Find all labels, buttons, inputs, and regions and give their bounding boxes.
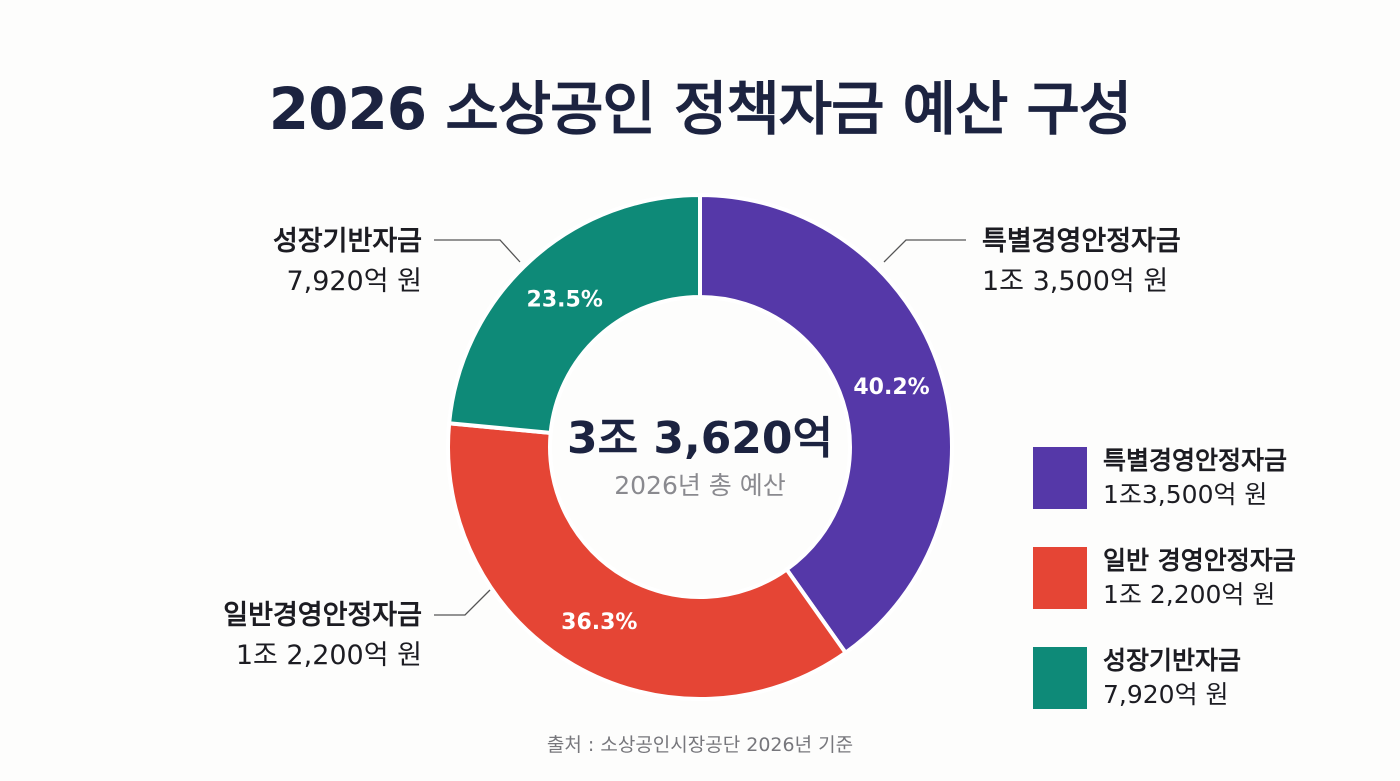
center-label: 2026년 총 예산 xyxy=(614,471,786,500)
chart-title: 2026 소상공인 정책자금 예산 구성 xyxy=(268,75,1133,143)
percent-label: 36.3% xyxy=(561,610,637,635)
callout-value: 1조 3,500억 원 xyxy=(982,266,1169,297)
donut-slice-1 xyxy=(446,421,849,701)
legend: 특별경영안정자금 1조3,500억 원 일반 경영안정자금 1조 2,200억 원 … xyxy=(1033,428,1296,728)
callout-name: 성장기반자금 xyxy=(272,226,422,257)
legend-swatch xyxy=(1033,647,1087,709)
leader-line-growth xyxy=(434,239,521,263)
legend-swatch xyxy=(1033,447,1087,509)
callout-general: 일반경영안정자금 1조 2,200억 원 xyxy=(223,596,422,676)
legend-item-growth: 성장기반자금 7,920억 원 xyxy=(1033,628,1296,728)
legend-name: 성장기반자금 xyxy=(1103,646,1242,675)
callout-growth: 성장기반자금 7,920억 원 xyxy=(273,222,422,302)
callout-name: 특별경영안정자금 xyxy=(982,226,1181,257)
source-note: 출처 : 소상공인시장공단 2026년 기준 xyxy=(546,734,854,756)
legend-name: 일반 경영안정자금 xyxy=(1103,546,1296,575)
percent-label: 23.5% xyxy=(527,287,603,312)
legend-value: 7,920억 원 xyxy=(1103,680,1229,709)
percent-label: 40.2% xyxy=(853,375,929,400)
legend-item-special: 특별경영안정자금 1조3,500억 원 xyxy=(1033,428,1296,528)
legend-swatch xyxy=(1033,547,1087,609)
callout-value: 1조 2,200억 원 xyxy=(235,640,422,671)
donut-slice-0 xyxy=(698,192,954,656)
legend-name: 특별경영안정자금 xyxy=(1103,446,1288,475)
center-total: 3조 3,620억 xyxy=(566,413,834,464)
legend-value: 1조3,500억 원 xyxy=(1103,480,1268,509)
legend-value: 1조 2,200억 원 xyxy=(1103,580,1276,609)
leader-line-special xyxy=(883,239,966,263)
callout-special: 특별경영안정자금 1조 3,500억 원 xyxy=(982,222,1181,302)
leader-line-general xyxy=(434,589,491,616)
callout-name: 일반경영안정자금 xyxy=(223,600,422,631)
legend-item-general: 일반 경영안정자금 1조 2,200억 원 xyxy=(1033,528,1296,628)
donut-slice-2 xyxy=(446,192,702,436)
callout-value: 7,920억 원 xyxy=(286,266,422,297)
